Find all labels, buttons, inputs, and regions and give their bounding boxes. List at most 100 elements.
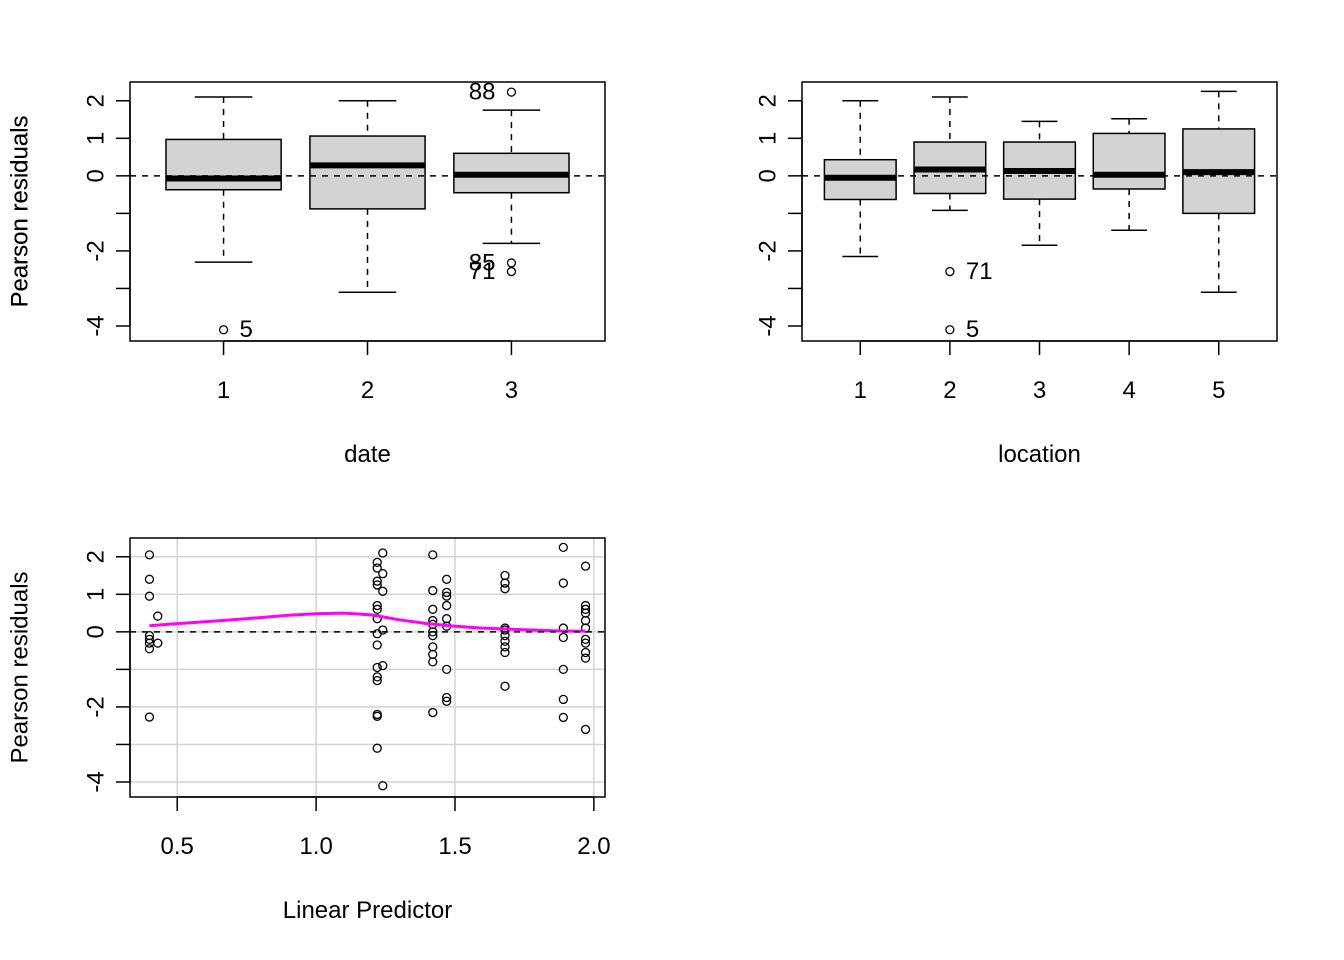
outlier-point bbox=[506, 266, 517, 277]
scatter-point bbox=[580, 653, 591, 663]
outlier-label: 71 bbox=[469, 258, 496, 285]
y-tick-label: -4 bbox=[83, 771, 110, 792]
scatter-point bbox=[442, 591, 452, 601]
scatter-point bbox=[558, 578, 568, 588]
x-tick-label: 3 bbox=[1033, 377, 1046, 404]
scatter-point bbox=[372, 576, 382, 586]
scatter-point bbox=[500, 584, 510, 594]
y-axis: -4 -2 0 1 2 bbox=[83, 550, 131, 793]
scatter-point bbox=[500, 642, 510, 652]
outlier-label: 71 bbox=[966, 258, 993, 285]
scatter-point bbox=[372, 743, 382, 753]
box-body bbox=[1092, 132, 1166, 190]
y-tick-label: 1 bbox=[83, 588, 110, 601]
y-tick-label: -2 bbox=[83, 696, 110, 717]
scatter-point bbox=[428, 550, 438, 560]
scatter-point bbox=[580, 724, 591, 735]
x-axis: 1 2 3 bbox=[217, 340, 518, 404]
scatter-point bbox=[442, 614, 452, 624]
box-3 bbox=[453, 109, 570, 245]
x-tick-label: 0.5 bbox=[161, 833, 194, 860]
scatter-point bbox=[153, 638, 163, 648]
box-2 bbox=[913, 96, 987, 212]
scatter-point bbox=[372, 675, 382, 686]
y-axis-title: Pearson residuals bbox=[7, 115, 34, 307]
scatter-point bbox=[442, 574, 452, 584]
scatter-point bbox=[442, 692, 452, 703]
outlier-point bbox=[506, 87, 517, 97]
y-tick-label: 2 bbox=[755, 94, 782, 107]
y-axis-title: Pearson residuals bbox=[7, 115, 34, 307]
scatter-point bbox=[372, 672, 382, 682]
x-axis-title: location bbox=[998, 441, 1081, 468]
scatter-point bbox=[378, 548, 388, 558]
y-tick-label: 1 bbox=[83, 132, 110, 145]
outlier-label: 5 bbox=[240, 316, 253, 343]
box-body bbox=[309, 135, 426, 210]
y-axis-title: Pearson residuals bbox=[7, 571, 34, 763]
smooth-line bbox=[149, 611, 586, 633]
box-4 bbox=[1092, 118, 1166, 232]
scatter-point bbox=[500, 636, 510, 646]
x-axis: 0.5 1.0 1.5 2.0 bbox=[161, 796, 611, 860]
y-tick-label: -2 bbox=[83, 240, 110, 261]
scatter-point bbox=[500, 647, 510, 658]
plot-frame bbox=[129, 537, 606, 798]
x-tick-label: 4 bbox=[1122, 377, 1135, 404]
y-tick-label: 2 bbox=[83, 550, 110, 563]
box-5 bbox=[1182, 90, 1256, 293]
box-3 bbox=[1002, 120, 1077, 247]
scatter-point bbox=[428, 707, 438, 718]
scatter-point bbox=[428, 627, 438, 637]
y-axis: -4 -2 0 1 2 bbox=[83, 94, 131, 337]
scatter-point bbox=[428, 649, 438, 660]
scatter-point bbox=[144, 634, 155, 644]
scatter-point bbox=[144, 591, 155, 601]
scatter-point bbox=[500, 570, 510, 581]
scatter-point bbox=[144, 644, 155, 654]
y-tick-label: 2 bbox=[83, 94, 110, 107]
scatter-point bbox=[442, 587, 452, 598]
scatter-point bbox=[153, 611, 163, 621]
scatter-point bbox=[372, 557, 382, 568]
box-body bbox=[165, 138, 282, 191]
box-2 bbox=[309, 100, 426, 293]
y-axis: -4 -2 0 1 2 bbox=[755, 94, 803, 337]
x-tick-label: 2 bbox=[361, 377, 374, 404]
scatter-point bbox=[500, 578, 510, 588]
scatter-point bbox=[580, 634, 591, 644]
scatter-point bbox=[372, 629, 382, 639]
scatter-point bbox=[428, 657, 438, 667]
outlier-point bbox=[945, 266, 955, 277]
box-1 bbox=[823, 100, 897, 258]
scatter-point bbox=[378, 586, 388, 596]
x-tick-label: 1.0 bbox=[299, 833, 332, 860]
y-tick-label: -2 bbox=[755, 240, 782, 261]
scatter-point bbox=[500, 681, 510, 691]
y-tick-label: -4 bbox=[755, 315, 782, 336]
outlier-point bbox=[945, 325, 955, 335]
scatter-point bbox=[580, 638, 591, 648]
scatter-point bbox=[442, 696, 452, 706]
scatter-point bbox=[144, 550, 155, 560]
scatter-point bbox=[378, 569, 388, 579]
scatter-point bbox=[558, 694, 568, 705]
outlier-point bbox=[506, 258, 517, 268]
scatter-point bbox=[372, 563, 382, 573]
x-axis: 1 2 3 4 5 bbox=[854, 340, 1225, 404]
plot-frame bbox=[129, 81, 606, 342]
scatter-point bbox=[580, 561, 591, 571]
scatter-point bbox=[372, 580, 382, 590]
x-axis-title: Linear Predictor bbox=[283, 897, 452, 924]
x-tick-label: 1 bbox=[854, 377, 867, 404]
scatter-point bbox=[378, 625, 388, 635]
x-tick-label: 2 bbox=[943, 377, 956, 404]
outlier-label: 88 bbox=[469, 79, 496, 106]
x-tick-label: 2.0 bbox=[577, 833, 610, 860]
x-tick-label: 1.5 bbox=[438, 833, 471, 860]
box-1 bbox=[165, 96, 282, 263]
panel-3: -4 -2 0 1 2 Pearson residuals 0.5 1.0 1.5 2.0 Line… bbox=[7, 537, 611, 924]
scatter-point bbox=[372, 604, 382, 614]
scatter-point bbox=[580, 647, 591, 658]
scatter-point bbox=[372, 711, 382, 721]
